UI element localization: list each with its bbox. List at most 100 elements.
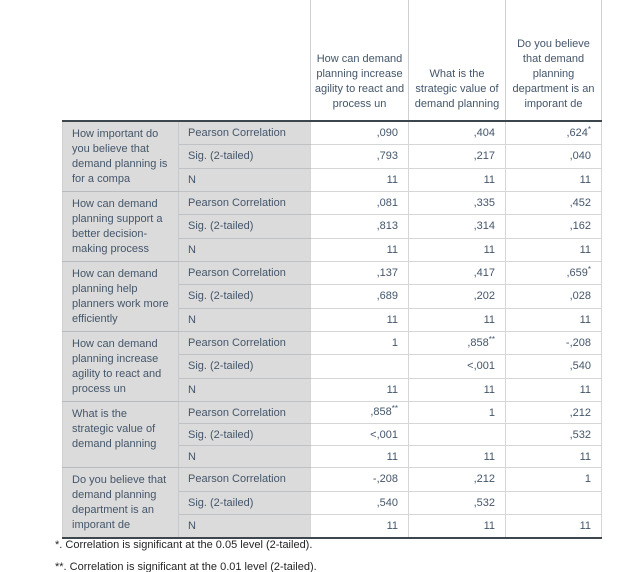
value-cell: 11 [310,238,409,263]
value-cell: ,217 [408,144,506,169]
value-cell: ,659* [505,261,602,286]
table-row: N 11 11 11 [63,378,602,403]
column-header: Do you believe that demand planning depa… [505,0,602,122]
significance-asterisk: ** [488,334,495,344]
statistic-label: Pearson Correlation [178,261,311,286]
value-cell: -,208 [505,331,602,356]
table-row: Sig. (2-tailed) <,001,540 [63,354,602,379]
row-group-label: How important do you believe that demand… [62,121,179,192]
value-cell: ,417 [408,261,506,286]
value-cell: 11 [408,168,506,192]
value-cell: ,335 [408,191,506,216]
value-cell: <,001 [310,423,409,446]
value-cell: ,813 [310,214,409,239]
row-group-label: What is the strategic value of demand pl… [62,401,179,468]
value-cell: ,212 [505,401,602,424]
column-header: What is the strategic value of demand pl… [408,0,506,122]
table-body: How important do you believe that demand… [62,121,602,538]
table-row: What is the strategic value of demand pl… [62,401,602,468]
row-group-label: How can demand planning support a better… [62,191,179,262]
significance-asterisk: ** [391,404,398,413]
value-cell: ,137 [310,261,409,286]
table-row: Do you believe that demand planning depa… [62,467,602,538]
column-header: How can demand planning increase agility… [310,0,409,122]
table-row: N 11 11 11 [63,445,602,468]
value-cell: -,208 [310,467,409,492]
value-cell: ,162 [505,214,602,239]
statistic-label: N [178,514,311,538]
value-cell: 11 [310,378,409,403]
statistic-label: Pearson Correlation [178,401,311,424]
significance-asterisk: * [587,264,591,274]
table-row: N 11 11 11 [63,238,602,263]
statistic-label: Sig. (2-tailed) [178,354,311,379]
table-row: How can demand planning help planners wo… [62,261,602,332]
value-cell: 1 [505,467,602,492]
table-row: N 11 11 11 [63,308,602,333]
value-cell: 11 [408,445,506,468]
value-cell [310,354,409,379]
header-row: How can demand planning increase agility… [62,0,602,122]
value-cell: 11 [408,378,506,403]
value-cell: 1 [310,331,409,356]
table-row: Sig. (2-tailed) ,689,202,028 [63,284,602,309]
statistic-label: Sig. (2-tailed) [178,284,311,309]
value-cell: ,090 [310,121,409,145]
value-cell: ,314 [408,214,506,239]
value-cell: ,532 [408,491,506,515]
corner-cell [62,0,179,122]
statistic-label: N [178,238,311,263]
table-row: Sig. (2-tailed) ,540,532 [63,491,602,515]
significance-asterisk: * [587,124,591,134]
value-cell [408,423,506,446]
statistic-label: N [178,308,311,333]
statistic-label: Pearson Correlation [178,191,311,216]
value-cell: 11 [408,308,506,333]
corner-cell [178,0,311,122]
statistic-label: N [178,445,311,468]
statistic-label: Sig. (2-tailed) [178,423,311,446]
value-cell: ,028 [505,284,602,309]
value-cell: ,540 [505,354,602,379]
table-row: Sig. (2-tailed) ,813,314,162 [63,214,602,239]
value-cell: ,858** [408,331,506,356]
table-row: N 11 11 11 [63,168,602,192]
value-cell: ,858** [310,401,409,424]
table-row: N 11 11 11 [63,514,602,538]
value-cell: 11 [505,308,602,333]
row-group-label: Do you believe that demand planning depa… [62,467,179,538]
value-cell: 11 [505,514,602,538]
value-cell: 11 [310,514,409,538]
value-cell: <,001 [408,354,506,379]
value-cell: 11 [310,445,409,468]
statistic-label: Sig. (2-tailed) [178,144,311,169]
value-cell: 11 [408,514,506,538]
value-cell: 11 [310,308,409,333]
value-cell: ,624* [505,121,602,145]
footnote-significance-001: **. Correlation is significant at the 0.… [55,561,317,572]
statistic-label: Pearson Correlation [178,467,311,492]
value-cell: 11 [505,378,602,403]
value-cell: 1 [408,401,506,424]
value-cell: ,793 [310,144,409,169]
table-row: How can demand planning increase agility… [62,331,602,402]
value-cell: ,540 [310,491,409,515]
statistic-label: N [178,378,311,403]
statistic-label: Sig. (2-tailed) [178,491,311,515]
statistic-label: N [178,168,311,192]
value-cell: 11 [310,168,409,192]
value-cell [505,491,602,515]
table-row: Sig. (2-tailed) <,001 ,532 [63,423,602,446]
statistic-label: Pearson Correlation [178,121,311,145]
value-cell: ,202 [408,284,506,309]
value-cell: 11 [505,238,602,263]
value-cell: ,689 [310,284,409,309]
table-row: How can demand planning support a better… [62,191,602,262]
statistic-label: Sig. (2-tailed) [178,214,311,239]
value-cell: ,532 [505,423,602,446]
value-cell: ,452 [505,191,602,216]
value-cell: 11 [505,445,602,468]
correlations-table: How can demand planning increase agility… [62,0,602,539]
value-cell: ,212 [408,467,506,492]
